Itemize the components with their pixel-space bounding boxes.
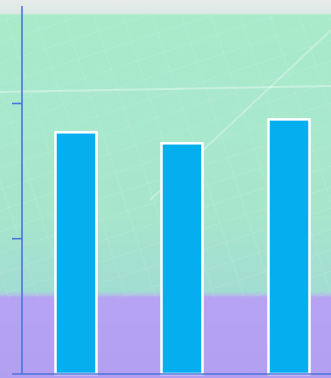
bar-2: [160, 142, 204, 376]
bar-3: [267, 118, 311, 376]
y-axis: [12, 6, 331, 375]
bars-group: [54, 118, 311, 376]
panel-frame-line: [0, 85, 331, 93]
bar-1: [54, 131, 98, 376]
